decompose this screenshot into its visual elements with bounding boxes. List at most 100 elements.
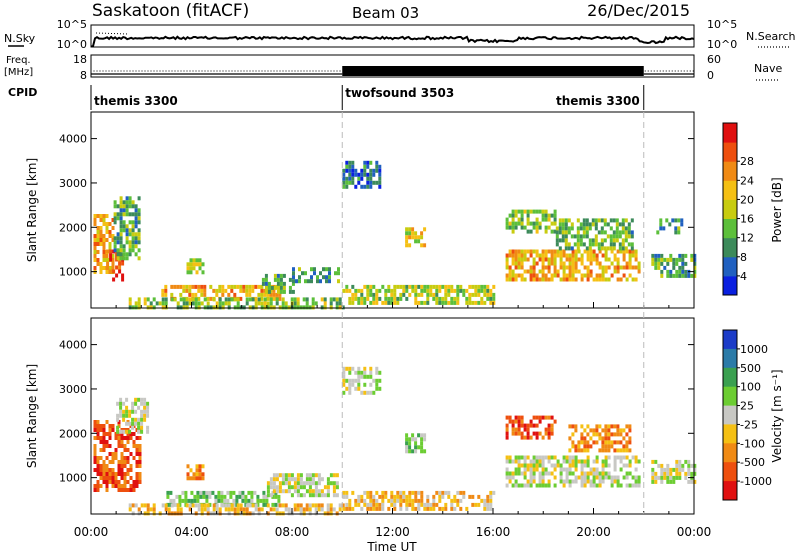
heatmap-cell (137, 248, 141, 253)
heatmap-cell (468, 494, 472, 499)
heatmap-cell (230, 503, 234, 508)
heatmap-cell (248, 284, 252, 289)
heatmap-cell (106, 265, 110, 270)
cpid-strip: CPID themis 3300 twofsound 3503 themis 3… (8, 85, 645, 110)
heatmap-cell (615, 218, 619, 223)
power-colorbar-label: Power [dB] (770, 177, 784, 242)
heatmap-cell (113, 248, 117, 253)
heatmap-cell (616, 261, 620, 266)
heatmap-cell (119, 232, 123, 237)
heatmap-cell (634, 257, 638, 262)
heatmap-cell (390, 498, 394, 503)
heatmap-cell (323, 511, 327, 516)
heatmap-cell (123, 460, 127, 464)
heatmap-cell (477, 288, 481, 293)
heatmap-cell (131, 200, 135, 205)
heatmap-cell (634, 467, 638, 472)
heatmap-cell (105, 254, 109, 258)
heatmap-cell (308, 473, 312, 478)
heatmap-cell (281, 481, 285, 486)
heatmap-cell (574, 455, 578, 460)
heatmap-cell (129, 452, 133, 456)
heatmap-cell (296, 473, 300, 478)
heatmap-cell (393, 494, 397, 499)
heatmap-cell (236, 284, 240, 289)
heatmap-cell (657, 261, 661, 266)
heatmap-cell (564, 246, 568, 251)
heatmap-cell (604, 257, 608, 262)
heatmap-cell (99, 238, 103, 242)
heatmap-cell (456, 296, 460, 301)
heatmap-cell (120, 436, 124, 440)
heatmap-cell (128, 196, 132, 201)
heatmap-cell (693, 479, 697, 484)
heatmap-cell (514, 483, 518, 488)
heatmap-cell (520, 483, 524, 488)
heatmap-cell (197, 288, 201, 293)
heatmap-cell (526, 213, 530, 218)
heatmap-cell (108, 242, 112, 246)
heatmap-cell (555, 226, 559, 231)
heatmap-cell (505, 217, 509, 222)
heatmap-cell (390, 490, 394, 495)
heatmap-cell (122, 429, 126, 434)
heatmap-cell (672, 479, 676, 484)
heatmap-cell (114, 456, 118, 460)
heatmap-cell (459, 498, 463, 503)
colorbar-segment (723, 443, 737, 463)
heatmap-cell (678, 273, 682, 278)
heatmap-cell (624, 234, 628, 239)
heatmap-cell (108, 428, 112, 432)
heatmap-cell (586, 448, 590, 453)
heatmap-cell (115, 265, 119, 270)
heatmap-cell (529, 253, 533, 258)
heatmap-cell (111, 258, 115, 262)
heatmap-cell (188, 288, 192, 293)
heatmap-cell (96, 428, 100, 432)
heatmap-cell (326, 507, 330, 512)
heatmap-cell (660, 479, 664, 484)
heatmap-cell (131, 409, 135, 414)
heatmap-cell (558, 218, 562, 223)
heatmap-cell (360, 370, 364, 375)
heatmap-cell (674, 226, 678, 231)
heatmap-cell (233, 292, 237, 297)
heatmap-cell (317, 489, 321, 494)
heatmap-cell (185, 301, 189, 306)
heatmap-cell (269, 493, 273, 498)
heatmap-cell (456, 300, 460, 305)
heatmap-cell (251, 503, 255, 508)
heatmap-cell (366, 490, 370, 495)
heatmap-cell (553, 273, 557, 278)
heatmap-cell (668, 222, 672, 227)
heatmap-cell (628, 273, 632, 278)
cpid-segment-label: twofsound 3503 (345, 86, 454, 100)
heatmap-cell (308, 503, 312, 508)
heatmap-cell (619, 265, 623, 270)
heatmap-cell (184, 490, 188, 495)
heatmap-cell (369, 284, 373, 289)
heatmap-cell (317, 507, 321, 512)
heatmap-cell (348, 390, 352, 395)
heatmap-cell (276, 277, 280, 282)
heatmap-cell (568, 277, 572, 282)
heatmap-cell (535, 277, 539, 282)
heatmap-cell (102, 476, 106, 480)
heatmap-cell (417, 300, 421, 305)
heatmap-cell (471, 494, 475, 499)
heatmap-cell (209, 511, 213, 516)
heatmap-cell (595, 440, 599, 445)
heatmap-cell (489, 296, 493, 301)
heatmap-cell (120, 468, 124, 472)
heatmap-cell (366, 180, 370, 185)
heatmap-cell (489, 288, 493, 293)
heatmap-cell (185, 503, 189, 508)
heatmap-cell (420, 292, 424, 297)
heatmap-cell (541, 253, 545, 258)
y-tick-label: 4000 (59, 339, 87, 352)
heatmap-cell (296, 489, 300, 494)
heatmap-cell (317, 503, 321, 508)
heatmap-cell (456, 284, 460, 289)
heatmap-cell (357, 386, 361, 391)
